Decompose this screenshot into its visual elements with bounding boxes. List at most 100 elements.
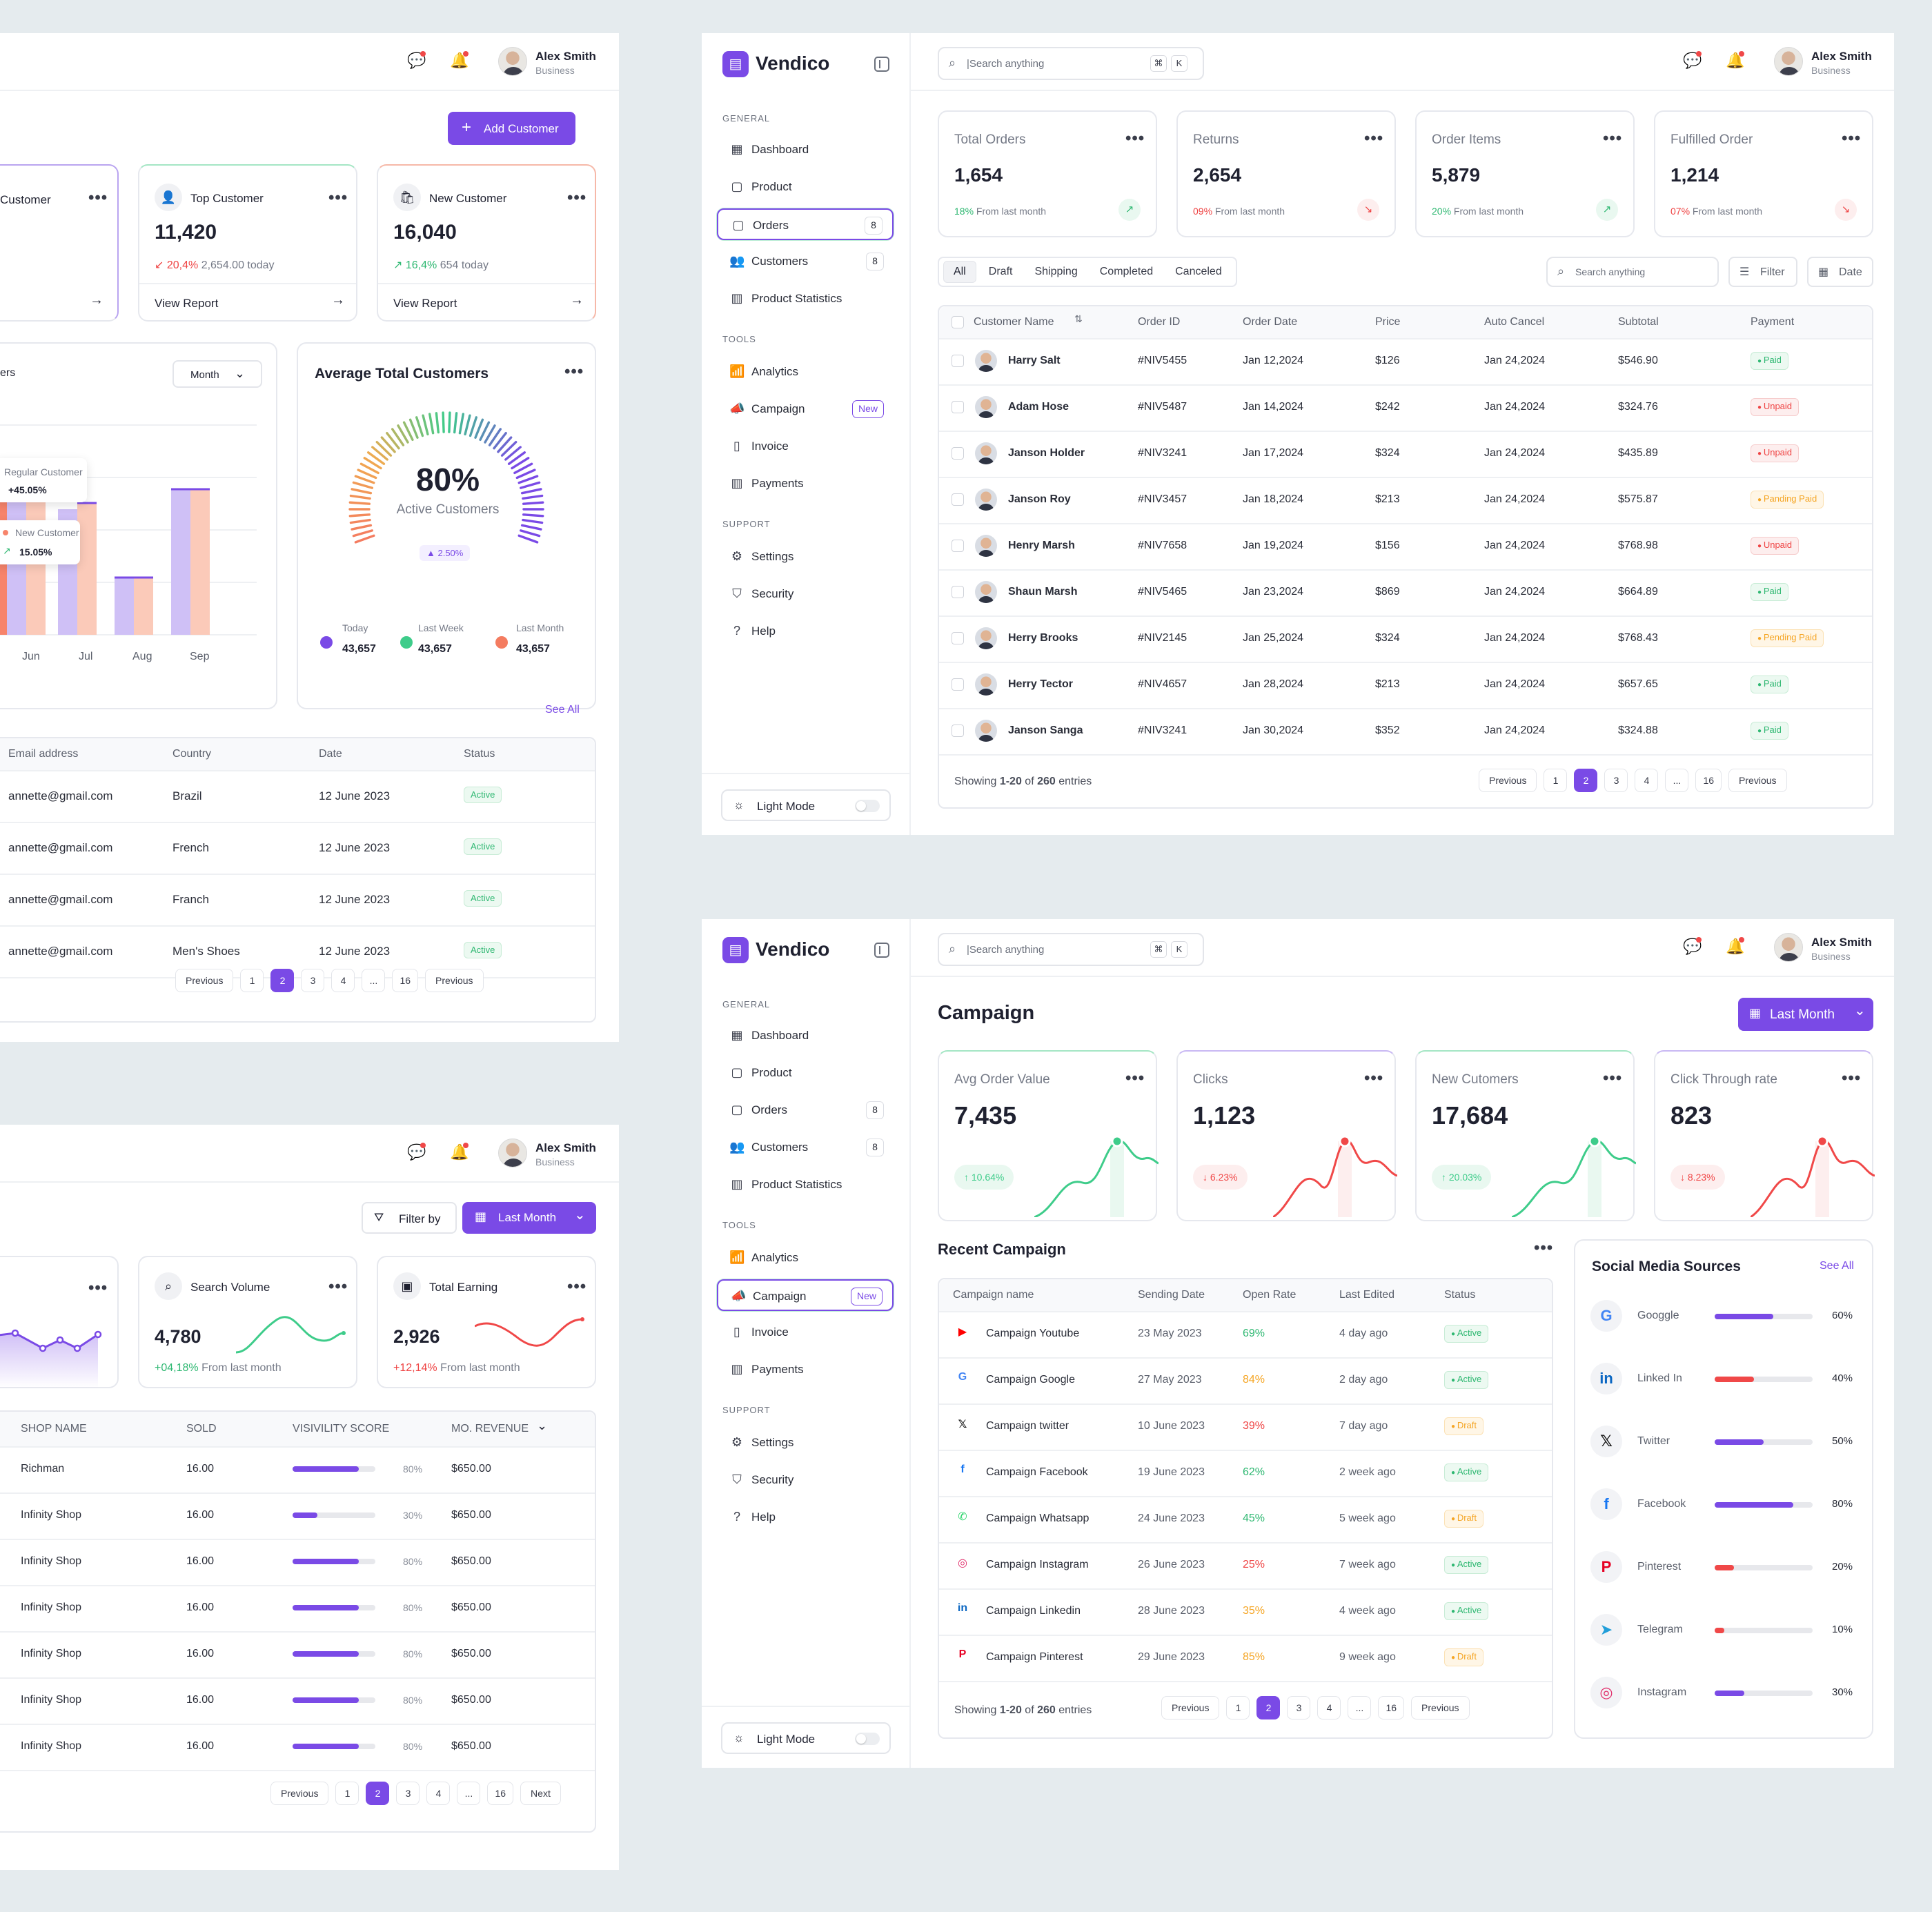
more-icon[interactable]: •••: [1125, 129, 1145, 148]
add-customer-button[interactable]: + Add Customer: [448, 112, 575, 145]
sidebar-item-settings[interactable]: ⚙ Settings: [717, 1427, 894, 1459]
see-all-link[interactable]: See All: [1820, 1260, 1854, 1272]
page-button[interactable]: 3: [301, 969, 325, 992]
page-button[interactable]: 16: [487, 1782, 514, 1805]
sort-icon[interactable]: ⇅: [1074, 313, 1083, 324]
page-button[interactable]: 2: [1574, 769, 1598, 792]
chat-icon[interactable]: 💬: [1683, 51, 1702, 69]
table-row[interactable]: Richman 16.00 80% $650.00: [0, 1446, 595, 1492]
sidebar-collapse-icon[interactable]: [874, 943, 889, 958]
chevron-down-icon[interactable]: ⌄: [537, 1419, 548, 1432]
sidebar-item-orders[interactable]: ▢ Orders 8: [717, 208, 894, 240]
page-button[interactable]: 2: [270, 969, 295, 992]
arrow-right-icon[interactable]: →: [90, 293, 103, 308]
row-checkbox[interactable]: [952, 678, 964, 691]
table-row[interactable]: Janson Roy #NIV3457 Jan 18,2024 $213 Jan 24,…: [939, 477, 1872, 523]
last-month-button[interactable]: ▦ Last Month ⌄: [462, 1202, 596, 1234]
table-row[interactable]: f Campaign Facebook 19 June 2023 62% 2 week …: [939, 1450, 1552, 1496]
more-icon[interactable]: •••: [1842, 129, 1862, 148]
table-row[interactable]: Shaun Marsh #NIV5465 Jan 23,2024 $869 Jan 24…: [939, 569, 1872, 615]
more-icon[interactable]: •••: [328, 1277, 348, 1296]
light-mode-toggle[interactable]: ☼ Light Mode: [721, 789, 891, 821]
row-checkbox[interactable]: [952, 493, 964, 506]
page-button[interactable]: 4: [331, 969, 355, 992]
bell-icon[interactable]: 🔔: [450, 51, 469, 69]
table-row[interactable]: Janson Sanga #NIV3241 Jan 30,2024 $352 Jan 2…: [939, 708, 1872, 754]
table-row[interactable]: P Campaign Pinterest 29 June 2023 85% 9 week…: [939, 1635, 1552, 1681]
tab-shipping[interactable]: Shipping: [1034, 266, 1078, 277]
sidebar-item-orders[interactable]: ▢ Orders 8: [717, 1094, 894, 1126]
avatar[interactable]: [498, 1139, 527, 1167]
next-button[interactable]: Next: [520, 1782, 561, 1805]
filter-by-button[interactable]: ⛛ Filter by: [362, 1202, 457, 1234]
page-button[interactable]: 3: [396, 1782, 420, 1805]
page-button[interactable]: 4: [426, 1782, 451, 1805]
more-icon[interactable]: •••: [1603, 1069, 1623, 1087]
chat-icon[interactable]: 💬: [1683, 937, 1702, 955]
previous-button[interactable]: Previous: [270, 1782, 329, 1805]
table-row[interactable]: ✆ Campaign Whatsapp 24 June 2023 45% 5 week …: [939, 1496, 1552, 1542]
page-button[interactable]: 16: [1378, 1696, 1405, 1719]
table-row[interactable]: Herry Brooks #NIV2145 Jan 25,2024 $324 Jan 2…: [939, 615, 1872, 662]
toggle-switch[interactable]: [855, 800, 880, 812]
page-button[interactable]: 1: [1226, 1696, 1250, 1719]
arrow-right-icon[interactable]: →: [331, 293, 345, 308]
row-checkbox[interactable]: [952, 540, 964, 552]
page-button[interactable]: 16: [392, 969, 419, 992]
tab-completed[interactable]: Completed: [1099, 266, 1154, 277]
arrow-right-icon[interactable]: →: [570, 293, 584, 308]
date-button[interactable]: ▦ Date: [1807, 257, 1873, 287]
filter-button[interactable]: ☰ Filter: [1728, 257, 1797, 287]
sidebar-item-product-statistics[interactable]: ▥ Product Statistics: [717, 283, 894, 315]
page-button[interactable]: 1: [1544, 769, 1568, 792]
bell-icon[interactable]: 🔔: [450, 1143, 469, 1161]
page-button[interactable]: 4: [1317, 1696, 1341, 1719]
more-icon[interactable]: •••: [1364, 129, 1384, 148]
month-select[interactable]: Month ⌄: [172, 360, 262, 388]
tab-draft[interactable]: Draft: [988, 266, 1013, 277]
table-row[interactable]: Infinity Shop 16.00 80% $650.00: [0, 1585, 595, 1631]
more-icon[interactable]: •••: [1842, 1069, 1862, 1087]
table-row[interactable]: Infinity Shop 16.00 80% $650.00: [0, 1539, 595, 1585]
sidebar-item-customers[interactable]: 👥 Customers 8: [717, 1132, 894, 1163]
more-icon[interactable]: •••: [1603, 129, 1623, 148]
sidebar-item-dashboard[interactable]: ▦ Dashboard: [717, 134, 894, 166]
sidebar-item-invoice[interactable]: ▯ Invoice: [717, 1317, 894, 1348]
bell-icon[interactable]: 🔔: [1726, 51, 1745, 69]
select-all-checkbox[interactable]: [952, 316, 964, 328]
more-icon[interactable]: •••: [567, 1277, 587, 1296]
sidebar-item-help[interactable]: ? Help: [717, 615, 894, 647]
row-checkbox[interactable]: [952, 355, 964, 367]
table-row[interactable]: Infinity Shop 16.00 80% $650.00: [0, 1677, 595, 1724]
chat-icon[interactable]: 💬: [407, 51, 426, 69]
next-button[interactable]: Previous: [1411, 1696, 1470, 1719]
row-checkbox[interactable]: [952, 586, 964, 598]
more-icon[interactable]: •••: [1534, 1239, 1554, 1257]
page-button[interactable]: ...: [1348, 1696, 1372, 1719]
more-icon[interactable]: •••: [1125, 1069, 1145, 1087]
avatar[interactable]: [1774, 47, 1803, 76]
table-row[interactable]: Herry Tector #NIV4657 Jan 28,2024 $213 Jan 2…: [939, 662, 1872, 708]
page-button[interactable]: 3: [1287, 1696, 1311, 1719]
sidebar-item-payments[interactable]: ▥ Payments: [717, 468, 894, 500]
table-row[interactable]: Harry Salt #NIV5455 Jan 12,2024 $126 Jan 24,…: [939, 338, 1872, 384]
next-button[interactable]: Previous: [425, 969, 484, 992]
row-checkbox[interactable]: [952, 725, 964, 737]
toggle-switch[interactable]: [855, 1733, 880, 1745]
sidebar-item-product[interactable]: ▢ Product: [717, 171, 894, 203]
page-button[interactable]: ...: [1665, 769, 1689, 792]
sidebar-item-settings[interactable]: ⚙ Settings: [717, 541, 894, 573]
page-button[interactable]: ...: [362, 969, 386, 992]
sidebar-item-campaign[interactable]: 📣 Campaign New: [717, 393, 894, 425]
sidebar-item-help[interactable]: ? Help: [717, 1501, 894, 1533]
table-row[interactable]: ◎ Campaign Instagram 26 June 2023 25% 7 week…: [939, 1542, 1552, 1588]
avatar[interactable]: [498, 47, 527, 76]
table-row[interactable]: Adam Hose #NIV5487 Jan 14,2024 $242 Jan 24,2…: [939, 384, 1872, 431]
page-button[interactable]: 3: [1604, 769, 1628, 792]
tab-all[interactable]: All: [943, 261, 976, 283]
sidebar-item-payments[interactable]: ▥ Payments: [717, 1354, 894, 1386]
sidebar-item-product-statistics[interactable]: ▥ Product Statistics: [717, 1169, 894, 1201]
view-report-link[interactable]: View Report: [155, 297, 219, 310]
sidebar-item-analytics[interactable]: 📶 Analytics: [729, 364, 799, 378]
sidebar-item-dashboard[interactable]: ▦ Dashboard: [717, 1020, 894, 1052]
